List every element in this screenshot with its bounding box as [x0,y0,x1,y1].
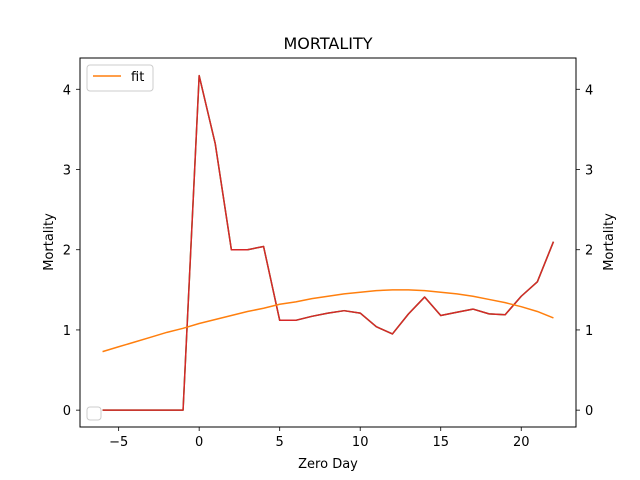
x-tick-label: −5 [109,435,128,450]
plot-frame [79,57,577,428]
x-axis-title: Zero Day [298,457,358,472]
y-left-tick-label: 3 [63,164,71,179]
x-tick-label: 0 [195,435,203,450]
secondary-legend-box [86,406,102,421]
plot-area [80,58,576,427]
y-right-tick-label: 4 [585,83,593,98]
x-tick-label: 10 [352,435,369,450]
y-axis-left-title: Mortality [42,213,57,271]
legend-box [86,64,154,92]
y-right-tick-label: 0 [585,404,593,419]
y-axis-left-ticks: 0 1 2 3 4 [63,83,80,419]
x-tick-label: 5 [276,435,284,450]
x-tick-label: 15 [432,435,449,450]
series-layer [102,74,555,411]
y-left-tick-label: 4 [63,83,71,98]
y-axis-right-ticks: 0 1 2 3 4 [576,83,593,419]
legend-label-fit: fit [131,70,144,85]
chart-title: MORTALITY [283,34,372,53]
y-left-tick-label: 0 [63,404,71,419]
y-left-tick-label: 2 [63,244,71,259]
x-tick-label: 20 [513,435,530,450]
x-axis-ticks: −5 0 5 10 15 20 [109,427,530,450]
y-right-tick-label: 2 [585,244,593,259]
y-left-tick-label: 1 [63,324,71,339]
y-right-tick-label: 1 [585,324,593,339]
y-axis-right-title: Mortality [602,213,617,271]
y-right-tick-label: 3 [585,164,593,179]
legend: fit [86,64,154,92]
